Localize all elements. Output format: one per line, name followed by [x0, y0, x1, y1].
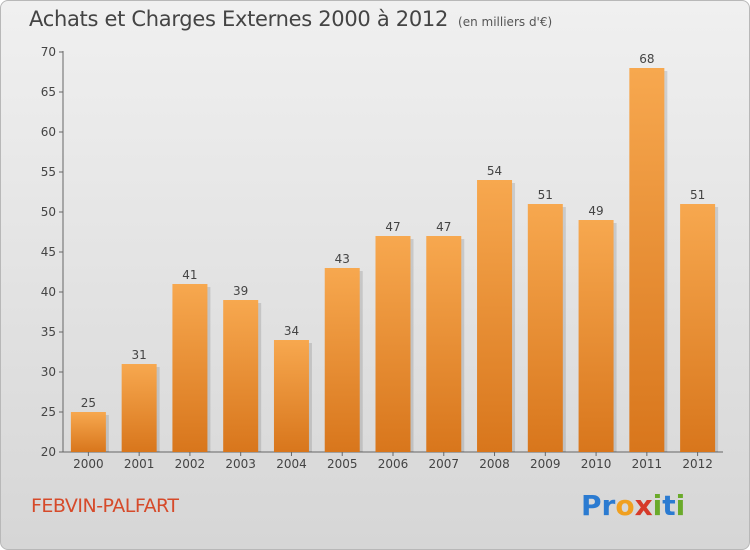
bar — [426, 236, 462, 452]
y-tick-label: 30 — [41, 365, 56, 379]
bar — [629, 68, 665, 452]
bar — [121, 364, 157, 452]
bar-value-label: 51 — [538, 188, 553, 202]
y-tick-label: 45 — [41, 245, 56, 259]
x-tick-label: 2003 — [225, 457, 256, 471]
bar-value-label: 41 — [182, 268, 197, 282]
bar — [223, 300, 259, 452]
x-tick-label: 2010 — [581, 457, 612, 471]
bar-value-label: 25 — [81, 396, 96, 410]
bar — [477, 180, 513, 452]
x-tick-label: 2001 — [124, 457, 155, 471]
x-tick-label: 2012 — [682, 457, 713, 471]
bar-value-label: 54 — [487, 164, 502, 178]
bar-value-label: 43 — [335, 252, 350, 266]
x-tick-label: 2000 — [73, 457, 104, 471]
bar — [324, 268, 360, 452]
chart-title: Achats et Charges Externes 2000 à 2012 (e… — [29, 7, 552, 31]
bar — [680, 204, 716, 452]
commune-name: FEBVIN-PALFART — [31, 495, 179, 517]
y-tick-label: 35 — [41, 325, 56, 339]
y-tick-label: 70 — [41, 45, 56, 59]
logo-letter: i — [675, 489, 686, 522]
bar — [375, 236, 411, 452]
x-tick-label: 2008 — [479, 457, 510, 471]
x-tick-label: 2007 — [428, 457, 459, 471]
y-tick-label: 40 — [41, 285, 56, 299]
logo-letter: t — [662, 489, 676, 522]
bar — [578, 220, 614, 452]
chart-subtitle: (en milliers d'€) — [458, 15, 553, 29]
bar — [527, 204, 563, 452]
bar-value-label: 68 — [639, 52, 654, 66]
logo-letter: P — [581, 489, 602, 522]
chart-title-text: Achats et Charges Externes 2000 à 2012 — [29, 7, 449, 31]
y-tick-label: 20 — [41, 445, 56, 459]
x-tick-label: 2011 — [632, 457, 663, 471]
x-tick-label: 2002 — [175, 457, 206, 471]
bar — [70, 412, 106, 452]
logo-letter: o — [615, 489, 635, 522]
logo-letter: i — [652, 489, 663, 522]
bar-value-label: 31 — [132, 348, 147, 362]
x-tick-label: 2006 — [378, 457, 409, 471]
bar — [172, 284, 208, 452]
proxiti-logo[interactable]: Proxiti — [581, 489, 685, 522]
y-tick-label: 60 — [41, 125, 56, 139]
bar-value-label: 51 — [690, 188, 705, 202]
logo-letter: r — [601, 489, 616, 522]
bar-value-label: 39 — [233, 284, 248, 298]
x-tick-label: 2004 — [276, 457, 307, 471]
bar-value-label: 34 — [284, 324, 299, 338]
x-tick-label: 2005 — [327, 457, 358, 471]
bar-value-label: 47 — [436, 220, 451, 234]
bar — [273, 340, 309, 452]
x-tick-label: 2009 — [530, 457, 561, 471]
bar-value-label: 47 — [385, 220, 400, 234]
y-tick-label: 55 — [41, 165, 56, 179]
bar-value-label: 49 — [588, 204, 603, 218]
logo-letter: x — [634, 489, 653, 522]
y-tick-label: 25 — [41, 405, 56, 419]
y-tick-label: 50 — [41, 205, 56, 219]
y-tick-label: 65 — [41, 85, 56, 99]
